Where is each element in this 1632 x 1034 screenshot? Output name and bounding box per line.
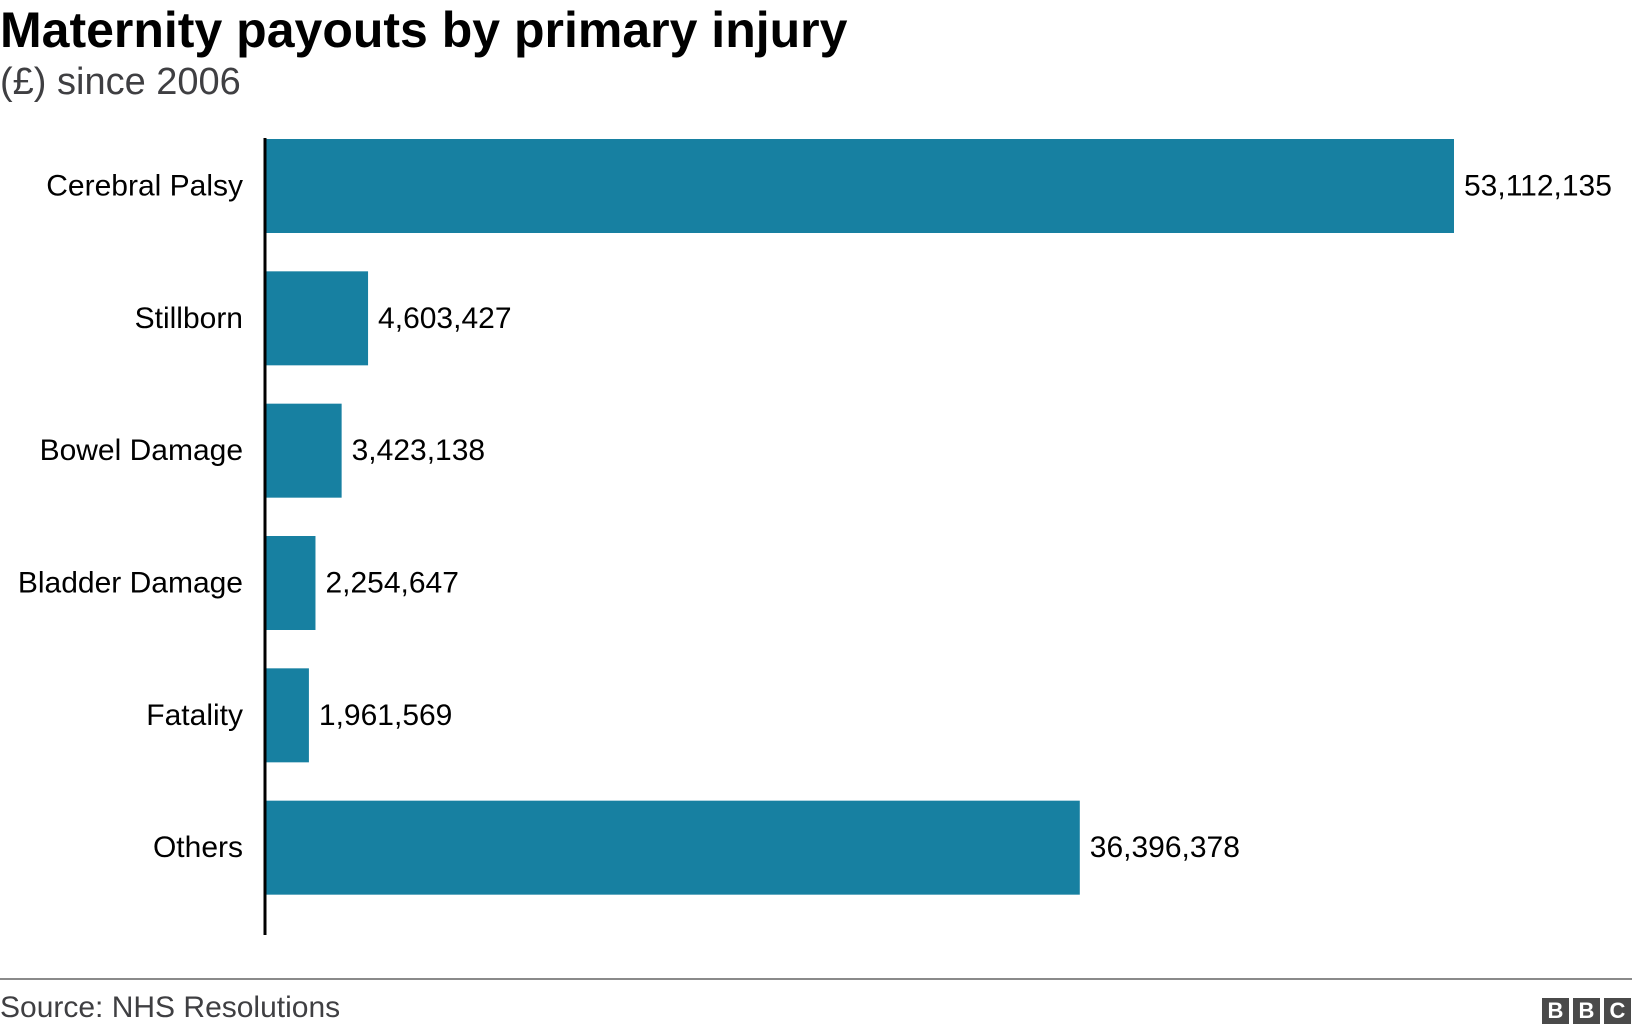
bar-stillborn	[265, 271, 369, 366]
category-label: Stillborn	[135, 302, 243, 335]
chart-title: Maternity payouts by primary injury	[0, 2, 848, 58]
bar-chart: Cerebral Palsy 53,112,135 Stillborn 4,603,4…	[18, 138, 1612, 935]
labels-layer: Cerebral Palsy 53,112,135 Stillborn 4,603,4…	[18, 170, 1612, 865]
category-label: Cerebral Palsy	[46, 170, 243, 203]
value-label: 4,603,427	[378, 302, 511, 335]
bars-layer	[265, 139, 1454, 895]
bar-bowel-damage	[265, 403, 342, 498]
value-label: 2,254,647	[325, 567, 458, 600]
bar-fatality	[265, 668, 309, 763]
bbc-logo-letter: B	[1573, 998, 1600, 1024]
footer-divider	[0, 978, 1632, 980]
bar-bladder-damage	[265, 536, 316, 630]
value-label: 3,423,138	[352, 434, 485, 467]
bbc-logo-letter: B	[1542, 998, 1569, 1024]
value-label: 36,396,378	[1090, 831, 1240, 864]
value-label: 53,112,135	[1464, 170, 1612, 203]
bar-others	[265, 800, 1080, 895]
bar-cerebral-palsy	[265, 139, 1454, 233]
category-label: Bladder Damage	[18, 567, 243, 600]
bbc-logo: B B C	[1542, 998, 1631, 1024]
category-label: Fatality	[146, 699, 243, 732]
value-label: 1,961,569	[319, 699, 452, 732]
category-label: Bowel Damage	[40, 434, 243, 467]
chart-subtitle: (£) since 2006	[0, 61, 241, 103]
bbc-logo-letter: C	[1604, 998, 1631, 1024]
category-label: Others	[153, 831, 243, 864]
source-note: Source: NHS Resolutions	[0, 991, 341, 1024]
